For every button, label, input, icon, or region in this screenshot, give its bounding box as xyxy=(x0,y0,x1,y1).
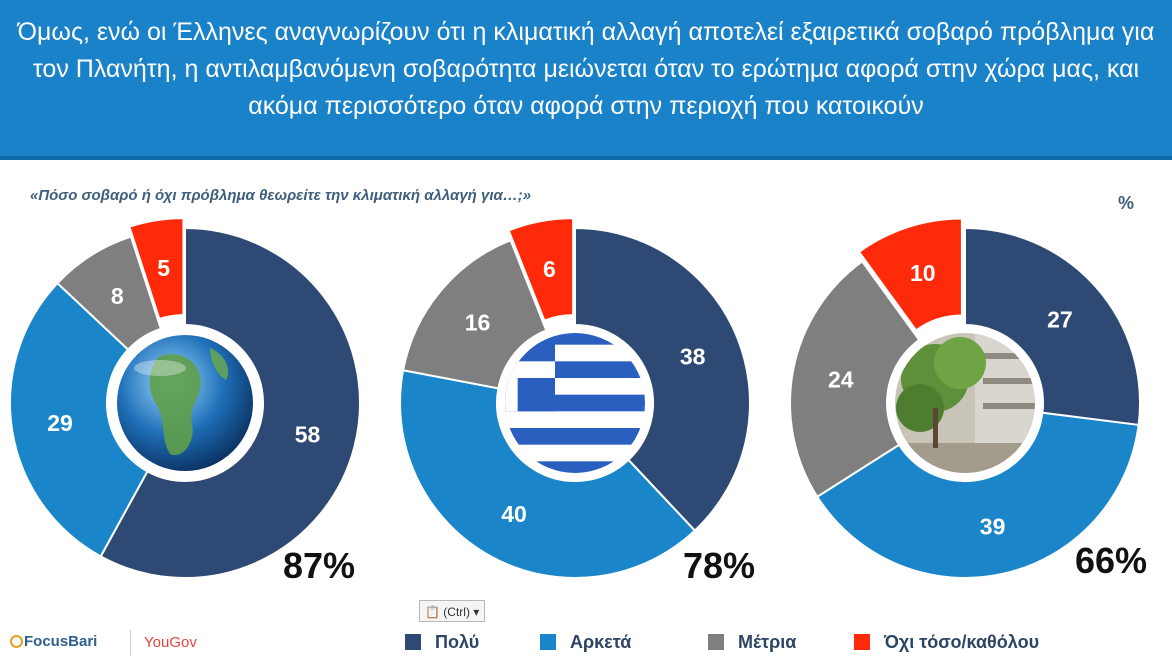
legend-label-arketa: Αρκετά xyxy=(570,632,632,652)
page-title: Όμως, ενώ οι Έλληνες αναγνωρίζουν ότι η … xyxy=(17,18,1155,120)
donut-chart-planet: 58 29 8 5 xyxy=(9,217,361,579)
total-label-country: 78% xyxy=(683,545,756,586)
yougov-logo: YouGov xyxy=(144,634,197,651)
slice-oxi-country xyxy=(507,217,575,322)
data-label-arketa-area: 39 xyxy=(980,513,1006,539)
data-label-oxi-planet: 5 xyxy=(157,255,170,281)
legend-swatch-metria xyxy=(708,634,724,650)
donut-chart-area: 27 39 24 10 xyxy=(789,217,1141,579)
slice-oxi-planet xyxy=(128,217,185,321)
percent-unit: % xyxy=(1118,193,1135,213)
greek-flag-icon xyxy=(497,325,653,481)
legend-label-poly: Πολύ xyxy=(435,632,480,652)
earth-globe-icon xyxy=(107,325,263,481)
data-label-poly-area: 27 xyxy=(1047,306,1073,332)
tree-street-photo-icon xyxy=(887,325,1043,481)
data-label-arketa-country: 40 xyxy=(501,501,527,527)
donut-chart-country: 38 40 16 6 xyxy=(399,217,752,580)
legend-label-metria: Μέτρια xyxy=(738,632,797,652)
focusbari-logo: FocusBari xyxy=(10,633,97,650)
data-label-metria-country: 16 xyxy=(465,309,491,335)
focusbari-ring-icon xyxy=(10,635,23,648)
slice-oxi-area xyxy=(857,217,963,332)
chevron-down-icon: ▾ xyxy=(473,605,480,619)
total-label-area: 66% xyxy=(1075,540,1148,581)
data-label-poly-country: 38 xyxy=(680,343,706,369)
data-label-poly-planet: 58 xyxy=(295,421,321,447)
legend-label-oxi: Όχι τόσο/καθόλου xyxy=(884,632,1040,652)
survey-question: «Πόσο σοβαρό ή όχι πρόβλημα θεωρείτε την… xyxy=(30,187,532,204)
paste-options-button[interactable]: 📋 (Ctrl) ▾ xyxy=(419,600,486,622)
legend-swatch-poly xyxy=(405,634,421,650)
data-label-metria-planet: 8 xyxy=(111,283,124,309)
clipboard-icon: 📋 xyxy=(425,605,440,619)
paste-options-label: (Ctrl) xyxy=(443,605,470,619)
header-banner: Όμως, ενώ οι Έλληνες αναγνωρίζουν ότι η … xyxy=(0,0,1172,160)
logo-divider xyxy=(130,630,131,656)
data-label-metria-area: 24 xyxy=(828,366,854,392)
legend-swatch-arketa xyxy=(540,634,556,650)
data-label-arketa-planet: 29 xyxy=(47,410,73,436)
data-label-oxi-area: 10 xyxy=(910,260,936,286)
data-label-oxi-country: 6 xyxy=(543,256,556,282)
total-label-planet: 87% xyxy=(283,545,356,586)
legend-swatch-oxi xyxy=(854,634,870,650)
